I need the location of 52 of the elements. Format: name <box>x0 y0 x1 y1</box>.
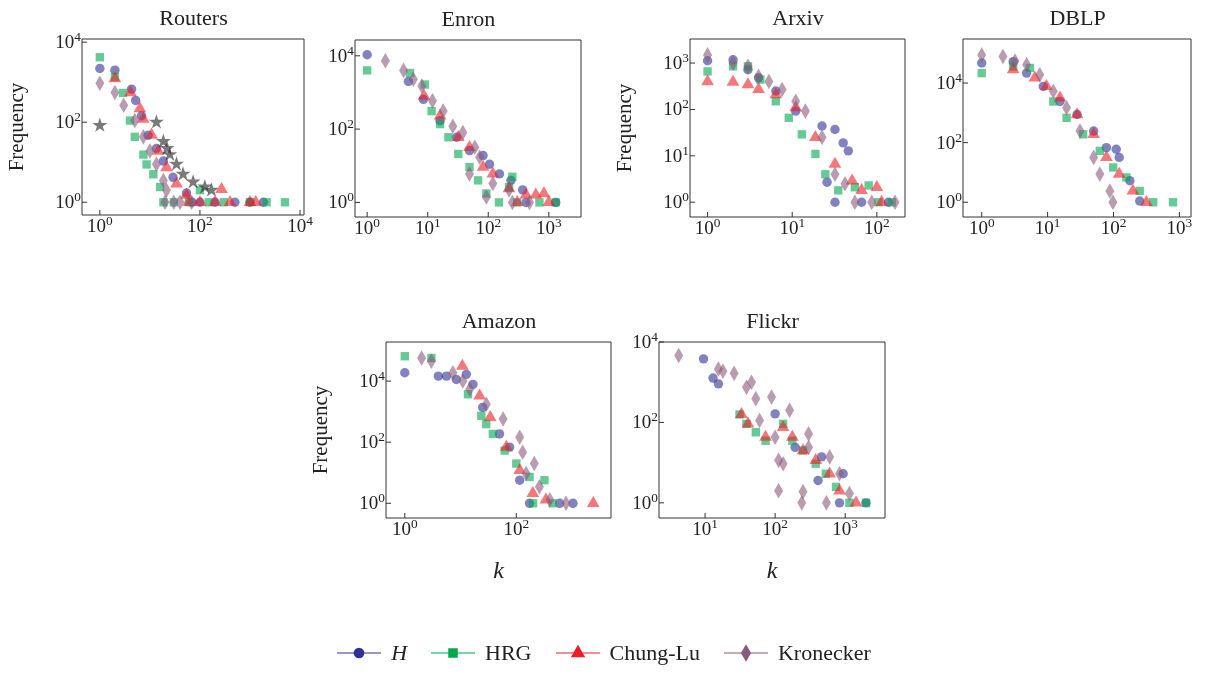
y-tick-label: 10$^{4}$ <box>936 69 963 94</box>
chart-title: Flickr <box>745 307 800 335</box>
x-tick-label: 10$^{1}$ <box>414 214 441 238</box>
y-tick-label: 10$^{4}$ <box>632 328 659 352</box>
x-tick-label: 10$^{1}$ <box>1034 214 1061 238</box>
x-tick-label: 10$^{2}$ <box>762 515 788 539</box>
x-tick-label: 10$^{2}$ <box>475 214 502 238</box>
chart-title: Routers <box>158 4 229 32</box>
y-axis-title: Frequency <box>308 385 333 475</box>
chart-title: DBLP <box>1048 4 1107 32</box>
legend-label: H <box>391 640 408 666</box>
y-tick-label: 10$^{4}$ <box>359 367 386 392</box>
y-tick-label: 10$^{2}$ <box>632 408 658 433</box>
y-tick-label: 10$^{2}$ <box>55 108 81 133</box>
x-tick-label: 10$^{3}$ <box>832 515 859 539</box>
chart-title: Enron <box>440 5 497 33</box>
x-tick-label: 10$^{2}$ <box>864 214 890 238</box>
x-tick-label: 10$^{2}$ <box>503 515 530 539</box>
y-tick-label: 10$^{0}$ <box>55 188 82 213</box>
y-tick-label: 10$^{0}$ <box>632 489 659 513</box>
x-tick-label: 10$^{0}$ <box>391 515 418 539</box>
y-axis-title: Frequency <box>612 83 637 173</box>
x-tick-label: 10$^{2}$ <box>187 212 213 236</box>
chart-title: Arxiv <box>771 4 825 32</box>
legend-label: HRG <box>485 640 532 666</box>
x-tick-label: 10$^{0}$ <box>87 212 114 236</box>
y-axis-title: Frequency <box>4 82 29 172</box>
y-tick-label: 10$^{4}$ <box>328 42 355 66</box>
y-tick-label: 10$^{1}$ <box>663 142 689 166</box>
x-axis-title: k <box>766 557 778 583</box>
x-tick-label: 10$^{2}$ <box>1100 214 1127 238</box>
legend-label: Chung-Lu <box>609 640 700 666</box>
y-tick-label: 10$^{2}$ <box>328 115 354 140</box>
x-tick-label: 10$^{3}$ <box>1166 214 1193 238</box>
y-tick-label: 10$^{2}$ <box>359 428 385 453</box>
y-tick-label: 10$^{0}$ <box>328 188 355 213</box>
y-tick-label: 10$^{3}$ <box>663 49 690 74</box>
y-tick-label: 10$^{4}$ <box>55 28 82 53</box>
y-tick-label: 10$^{0}$ <box>359 489 386 514</box>
x-tick-label: 10$^{0}$ <box>968 214 995 238</box>
x-axis-title: k <box>493 557 505 583</box>
y-tick-label: 10$^{0}$ <box>663 188 690 213</box>
x-tick-label: 10$^{4}$ <box>287 212 314 236</box>
x-tick-label: 10$^{1}$ <box>692 515 718 539</box>
x-tick-label: 10$^{0}$ <box>694 214 721 238</box>
chart-title: Amazon <box>460 307 538 335</box>
legend-label: Kronecker <box>777 640 871 666</box>
x-tick-label: 10$^{1}$ <box>779 214 806 238</box>
y-tick-label: 10$^{2}$ <box>663 95 689 120</box>
y-tick-label: 10$^{2}$ <box>936 129 962 153</box>
y-tick-label: 10$^{0}$ <box>936 188 963 213</box>
x-tick-label: 10$^{3}$ <box>535 214 562 238</box>
